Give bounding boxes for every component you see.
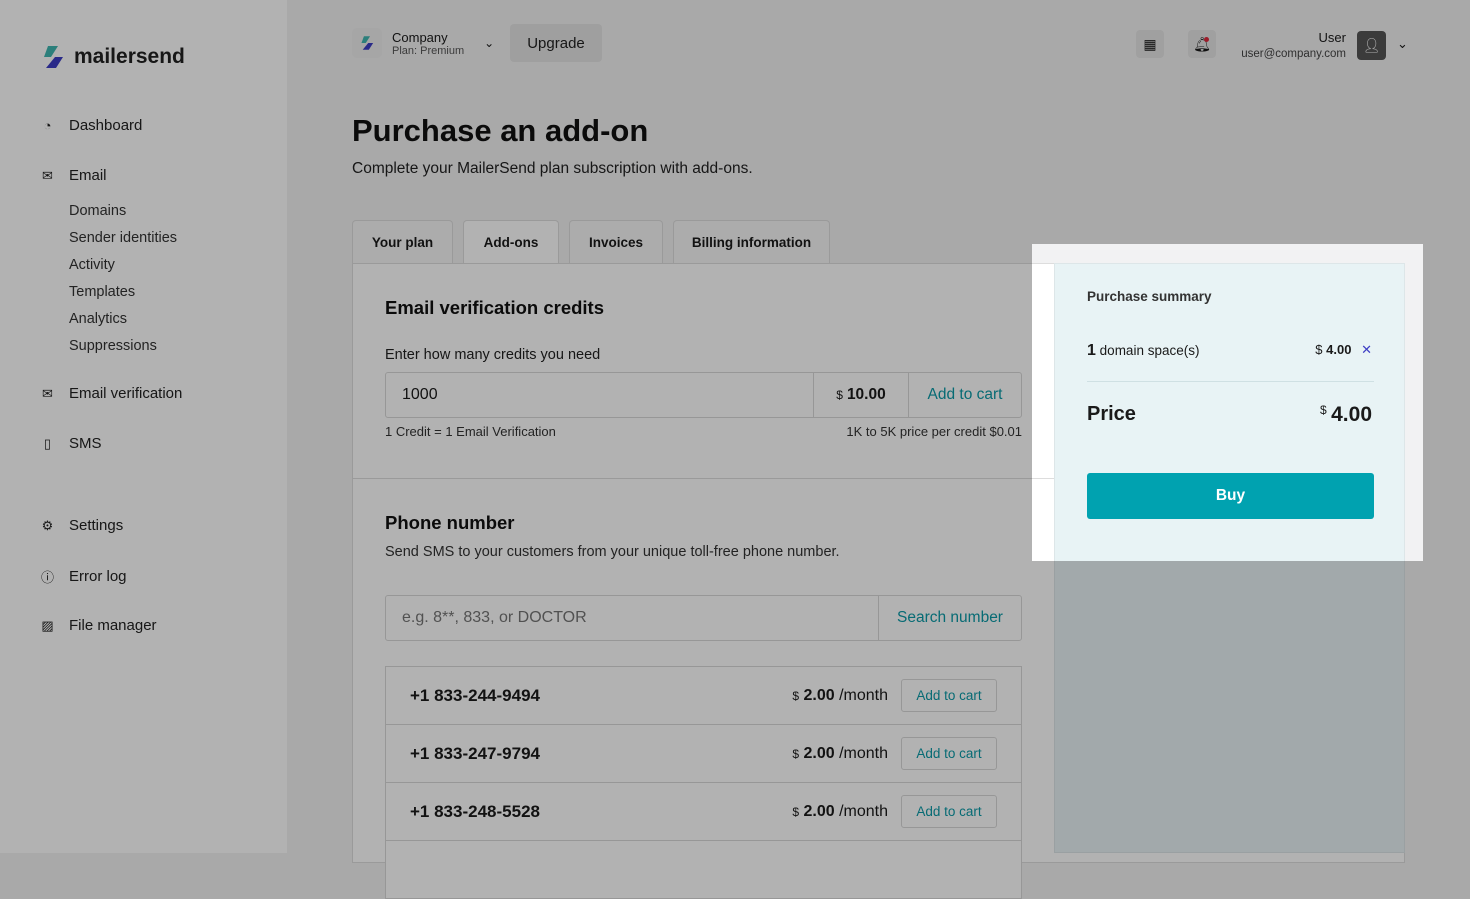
phone-description: Send SMS to your customers from your uni… <box>385 544 840 560</box>
buy-button[interactable]: Buy <box>1087 473 1374 519</box>
summary-item-price: $ 4.00 ✕ <box>1315 342 1372 357</box>
envelope-check-icon: ✉ <box>42 385 53 401</box>
sidebar-item-email-verification[interactable]: ✉ Email verification <box>40 385 182 402</box>
add-to-cart-button[interactable]: Add to cart <box>901 795 997 828</box>
sidebar-item-sms[interactable]: ▯ SMS <box>40 435 102 452</box>
sidebar-item-sender-identities[interactable]: Sender identities <box>69 230 178 246</box>
price-label: Price <box>1087 403 1136 425</box>
user-menu[interactable]: User user@company.com <box>1241 30 1346 60</box>
phone-price: $ 2.00 /month <box>792 744 888 762</box>
label: File manager <box>69 617 157 634</box>
image-icon: ▨ <box>41 617 54 633</box>
logo[interactable]: mailersend <box>40 44 185 70</box>
user-name: User <box>1318 30 1346 45</box>
phone-row: +1 833-248-5528 $ 2.00 /month Add to cart <box>385 782 1022 841</box>
currency: $ <box>836 388 843 402</box>
user-email: user@company.com <box>1241 48 1346 60</box>
page-title: Purchase an add-on <box>352 113 649 148</box>
phone-number: +1 833-244-9494 <box>410 685 540 705</box>
tab-billing-information[interactable]: Billing information <box>673 220 830 263</box>
sidebar-item-error-log[interactable]: ⓘ Error log <box>40 567 127 586</box>
notification-bell-icon[interactable]: 🔔︎ <box>1188 30 1216 58</box>
upgrade-button[interactable]: Upgrade <box>510 24 602 62</box>
sidebar-item-file-manager[interactable]: ▨ File manager <box>40 617 157 634</box>
phone-search-group: Search number <box>385 595 1022 641</box>
sidebar-item-templates[interactable]: Templates <box>69 284 136 300</box>
envelope-send-icon: ✉ <box>42 167 53 183</box>
pie-chart-icon: ◔ <box>43 118 52 133</box>
phone-price: $ 2.00 /month <box>792 802 888 820</box>
mailersend-logo-icon <box>44 46 63 68</box>
remove-item-icon[interactable]: ✕ <box>1361 342 1372 357</box>
company-logo-icon <box>352 28 382 58</box>
credits-input-group: 1000 $10.00 Add to cart <box>385 372 1022 418</box>
search-number-button[interactable]: Search number <box>878 596 1021 640</box>
label: SMS <box>69 435 102 452</box>
add-to-cart-button[interactable]: Add to cart <box>901 679 997 712</box>
sidebar-item-settings[interactable]: ⚙ Settings <box>40 517 124 534</box>
section-title: Phone number <box>385 512 515 533</box>
section-title: Email verification credits <box>385 297 605 318</box>
add-to-cart-button[interactable]: Add to cart <box>901 737 997 770</box>
phone-row: +1 833-247-9794 $ 2.00 /month Add to cart <box>385 724 1022 783</box>
summary-item: 1 domain space(s) <box>1087 342 1200 359</box>
phone-row <box>385 840 1022 899</box>
chevron-down-icon: ⌄ <box>484 36 495 50</box>
phone-price: $ 2.00 /month <box>792 686 888 704</box>
credit-note: 1 Credit = 1 Email Verification <box>385 424 556 439</box>
label: Error log <box>69 568 127 585</box>
phone-row: +1 833-244-9494 $ 2.00 /month Add to cart <box>385 666 1022 725</box>
credits-price: $10.00 <box>813 373 908 417</box>
company-switcher[interactable]: Company Plan: Premium ⌄ <box>352 28 494 58</box>
tab-invoices[interactable]: Invoices <box>569 220 663 263</box>
total-price: $ 4.00 <box>1319 403 1372 426</box>
credits-label: Enter how many credits you need <box>385 347 601 363</box>
sidebar-item-dashboard[interactable]: ◔ Dashboard <box>40 117 143 134</box>
sidebar-item-email[interactable]: ✉ Email <box>40 167 107 184</box>
phone-number: +1 833-248-5528 <box>410 801 540 821</box>
apps-grid-icon[interactable]: ▦ <box>1136 30 1164 58</box>
label: Dashboard <box>69 117 143 134</box>
label: Email verification <box>69 385 183 402</box>
add-to-cart-button[interactable]: Add to cart <box>908 373 1021 417</box>
company-name: Company <box>392 29 448 45</box>
phone-search-input[interactable] <box>386 596 878 640</box>
price-note: 1K to 5K price per credit $0.01 <box>846 424 1022 439</box>
page-subtitle: Complete your MailerSend plan subscripti… <box>352 160 753 177</box>
phone-icon: ▯ <box>43 435 52 451</box>
sidebar-item-suppressions[interactable]: Suppressions <box>69 338 157 354</box>
avatar[interactable]: 👤︎ <box>1357 31 1386 60</box>
summary-title: Purchase summary <box>1087 289 1212 304</box>
purchase-summary-panel: Purchase summary 1 domain space(s) $ 4.0… <box>1054 263 1405 853</box>
company-plan: Plan: Premium <box>392 44 465 57</box>
label: Email <box>69 167 107 184</box>
brand-name: mailersend <box>74 45 185 68</box>
alert-circle-icon: ⓘ <box>40 570 54 585</box>
credits-input[interactable]: 1000 <box>402 386 438 403</box>
gear-icon: ⚙ <box>41 517 54 533</box>
chevron-down-icon[interactable]: ⌄ <box>1397 36 1408 51</box>
tab-add-ons[interactable]: Add-ons <box>463 220 559 264</box>
sidebar-item-activity[interactable]: Activity <box>69 257 115 273</box>
tab-your-plan[interactable]: Your plan <box>352 220 453 263</box>
label: Settings <box>69 517 124 534</box>
sidebar-item-analytics[interactable]: Analytics <box>69 311 128 327</box>
price-value: 10.00 <box>846 386 886 403</box>
sidebar: mailersend ◔ Dashboard ✉ Email Domains Sen… <box>0 0 287 853</box>
sidebar-item-domains[interactable]: Domains <box>69 203 127 219</box>
phone-number: +1 833-247-9794 <box>410 743 540 763</box>
